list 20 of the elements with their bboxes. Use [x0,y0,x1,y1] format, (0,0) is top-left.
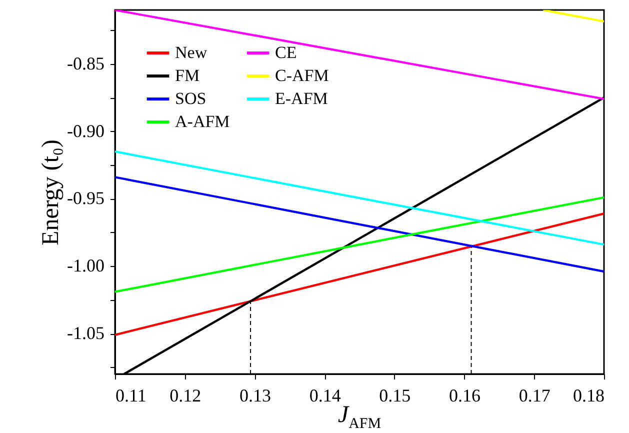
x-tick-label: 0.16 [449,386,481,406]
legend-label: E-AFM [275,89,328,108]
y-tick-label: -1.05 [67,323,104,344]
y-tick-label: -0.95 [67,188,104,208]
y-axis-title: Energy (t₀) [38,140,64,246]
legend-label: C-AFM [275,66,329,85]
x-tick-label: 0.15 [379,386,411,406]
x-tick-label: 0.12 [170,386,202,406]
x-tick-label: 0.18 [573,386,604,406]
y-tick-label: -0.90 [67,120,104,141]
y-tick-label: -0.85 [67,53,104,74]
x-tick-label: 0.17 [518,386,550,406]
y-tick-label: -1.00 [67,256,104,276]
legend-label: SOS [175,89,206,108]
legend-label: FM [175,66,200,85]
x-tick-label: 0.13 [239,386,271,406]
x-tick-label: 0.11 [116,386,146,406]
legend-label: New [175,43,208,62]
legend-label: A-AFM [175,112,230,131]
legend-label: CE [275,43,297,62]
